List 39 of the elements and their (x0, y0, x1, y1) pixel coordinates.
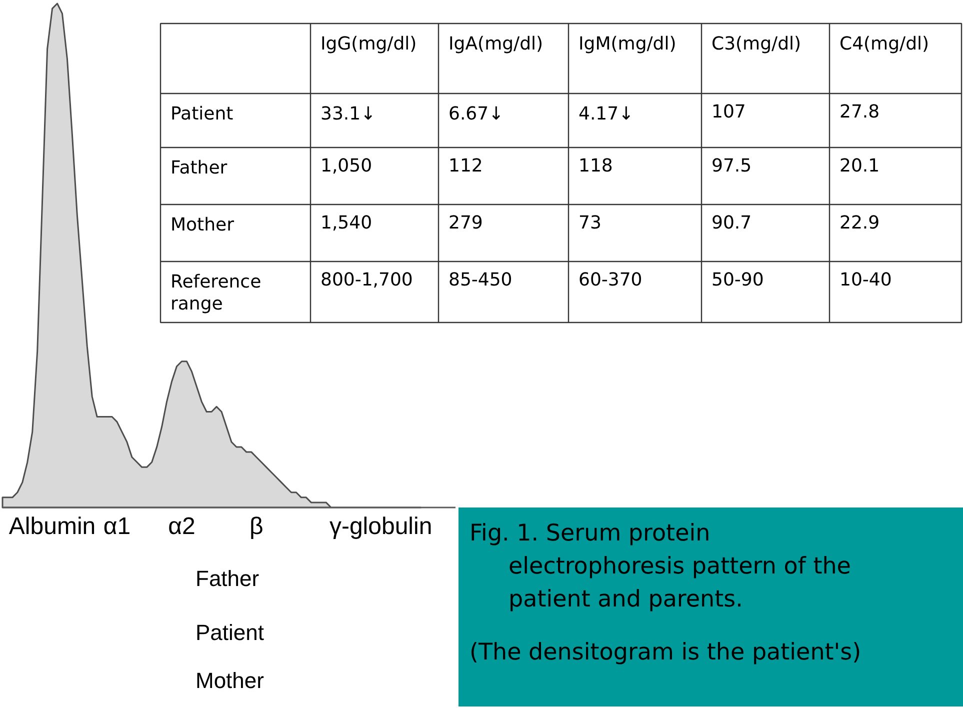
annotation: Patient (170, 104, 234, 124)
text: 279 (448, 212, 483, 234)
category-label: Reference range (170, 272, 262, 314)
text: 4.17↓ (578, 104, 634, 124)
category-label: IgM(mg/dl) (578, 34, 676, 54)
x-tick-label: α1 (103, 513, 131, 540)
text: 97.5 (712, 156, 752, 176)
text: 107 (712, 102, 746, 122)
category-label: C4(mg/dl) (840, 34, 930, 54)
text: 1,050 (320, 156, 372, 176)
text: 112 (448, 156, 483, 176)
x-tick-label: β (249, 513, 264, 540)
text: 90.7 (712, 212, 752, 234)
text: 73 (578, 212, 602, 234)
text: (The densitogram is the patient's) (470, 640, 862, 666)
text: 85-450 (448, 270, 512, 290)
category-label: C3(mg/dl) (712, 34, 802, 54)
x-tick-label: γ-globulin (329, 513, 432, 540)
annotation: Mother (170, 214, 235, 236)
text: Patient (196, 620, 264, 645)
text: 1,540 (320, 212, 372, 234)
caption: Fig. 1. Serum protein electrophoresis pattern of the patient and parents. (470, 520, 851, 612)
text: 800-1,700 (320, 270, 413, 290)
x-tick-label: Albumin (8, 513, 96, 540)
text: 6.67↓ (448, 104, 504, 124)
text: 33.1↓ (320, 104, 376, 124)
text: 10-40 (840, 270, 892, 290)
text: 60-370 (578, 270, 642, 290)
text: Mother (196, 668, 264, 693)
text: 22.9 (840, 212, 880, 234)
text: 50-90 (712, 270, 764, 290)
text: 118 (578, 156, 613, 176)
x-tick-label: α2 (168, 513, 196, 540)
category-label: IgA(mg/dl) (448, 34, 544, 54)
annotation: Father (170, 158, 228, 178)
text: Father (196, 566, 260, 591)
text: 20.1 (840, 156, 880, 176)
category-label: IgG(mg/dl) (320, 34, 417, 54)
text: 27.8 (840, 102, 880, 122)
